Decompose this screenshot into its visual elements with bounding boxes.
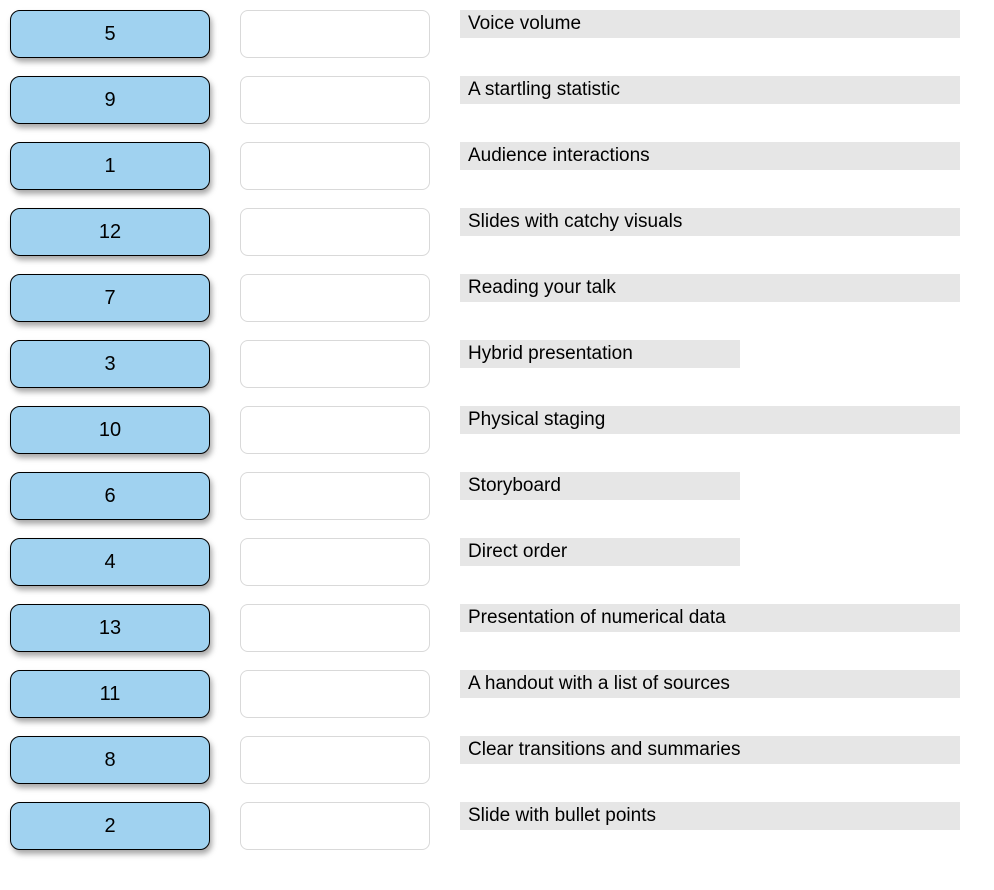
number-tile[interactable]: 13 — [10, 604, 210, 652]
term-label: Hybrid presentation — [460, 340, 740, 368]
term-label: Direct order — [460, 538, 740, 566]
quiz-row: 2 Slide with bullet points — [10, 802, 984, 850]
term-label: Audience interactions — [460, 142, 960, 170]
drop-slot[interactable] — [240, 670, 430, 718]
term-label: Slide with bullet points — [460, 802, 960, 830]
quiz-row: 11 A handout with a list of sources — [10, 670, 984, 718]
term-label: Physical staging — [460, 406, 960, 434]
drop-slot[interactable] — [240, 142, 430, 190]
quiz-row: 5 Voice volume — [10, 10, 984, 58]
drop-slot[interactable] — [240, 208, 430, 256]
number-tile[interactable]: 2 — [10, 802, 210, 850]
term-label: A handout with a list of sources — [460, 670, 960, 698]
term-label: Reading your talk — [460, 274, 960, 302]
quiz-row: 8 Clear transitions and summaries — [10, 736, 984, 784]
drop-slot[interactable] — [240, 538, 430, 586]
quiz-row: 13 Presentation of numerical data — [10, 604, 984, 652]
number-tile[interactable]: 9 — [10, 76, 210, 124]
quiz-row: 12 Slides with catchy visuals — [10, 208, 984, 256]
quiz-row: 6 Storyboard — [10, 472, 984, 520]
number-tile[interactable]: 7 — [10, 274, 210, 322]
term-label: Voice volume — [460, 10, 960, 38]
term-label: Storyboard — [460, 472, 740, 500]
quiz-row: 10 Physical staging — [10, 406, 984, 454]
number-tile[interactable]: 1 — [10, 142, 210, 190]
drop-slot[interactable] — [240, 736, 430, 784]
number-tile[interactable]: 3 — [10, 340, 210, 388]
number-tile[interactable]: 6 — [10, 472, 210, 520]
drop-slot[interactable] — [240, 10, 430, 58]
number-tile[interactable]: 4 — [10, 538, 210, 586]
quiz-row: 9 A startling statistic — [10, 76, 984, 124]
quiz-row: 1 Audience interactions — [10, 142, 984, 190]
number-tile[interactable]: 10 — [10, 406, 210, 454]
number-tile[interactable]: 8 — [10, 736, 210, 784]
number-tile[interactable]: 11 — [10, 670, 210, 718]
drop-slot[interactable] — [240, 472, 430, 520]
quiz-row: 3 Hybrid presentation — [10, 340, 984, 388]
drop-slot[interactable] — [240, 274, 430, 322]
quiz-row: 7 Reading your talk — [10, 274, 984, 322]
drop-slot[interactable] — [240, 76, 430, 124]
term-label: A startling statistic — [460, 76, 960, 104]
term-label: Slides with catchy visuals — [460, 208, 960, 236]
term-label: Presentation of numerical data — [460, 604, 960, 632]
number-tile[interactable]: 12 — [10, 208, 210, 256]
number-tile[interactable]: 5 — [10, 10, 210, 58]
term-label: Clear transitions and summaries — [460, 736, 960, 764]
drop-slot[interactable] — [240, 802, 430, 850]
drop-slot[interactable] — [240, 406, 430, 454]
matching-quiz: 5 Voice volume 9 A startling statistic 1 Audi… — [10, 10, 984, 850]
quiz-row: 4 Direct order — [10, 538, 984, 586]
drop-slot[interactable] — [240, 340, 430, 388]
drop-slot[interactable] — [240, 604, 430, 652]
